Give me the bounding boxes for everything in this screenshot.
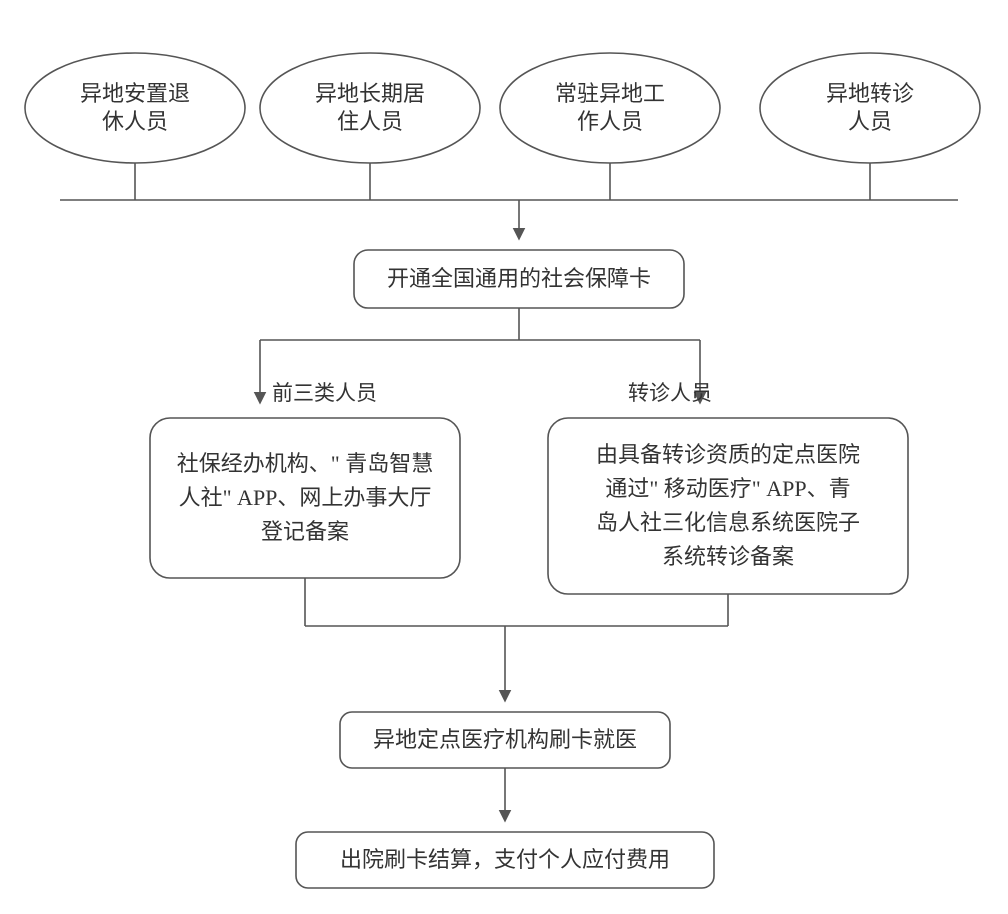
box-register-right-line: 系统转诊备案 xyxy=(662,544,794,569)
category-label: 异地转诊 xyxy=(826,81,914,106)
box-swipe-card-label: 异地定点医疗机构刷卡就医 xyxy=(373,727,637,752)
box-settle-label: 出院刷卡结算，支付个人应付费用 xyxy=(340,847,670,872)
box-activate-card-label: 开通全国通用的社会保障卡 xyxy=(387,266,651,291)
box-register-right-line: 通过" 移动医疗" APP、青 xyxy=(605,476,850,501)
category-label: 休人员 xyxy=(102,109,168,134)
category-label: 异地安置退 xyxy=(80,81,190,106)
category-label: 异地长期居 xyxy=(315,81,425,106)
category-ellipse-cat-c xyxy=(500,53,720,163)
category-ellipse-cat-b xyxy=(260,53,480,163)
category-label: 作人员 xyxy=(577,109,643,134)
branch-label-right: 转诊人员 xyxy=(628,381,712,405)
category-ellipse-cat-a xyxy=(25,53,245,163)
box-register-left-line: 登记备案 xyxy=(261,519,349,544)
category-label: 住人员 xyxy=(337,109,403,134)
category-label: 常驻异地工 xyxy=(555,81,665,106)
branch-label-left: 前三类人员 xyxy=(272,381,377,405)
box-register-right-line: 由具备转诊资质的定点医院 xyxy=(596,442,860,467)
box-register-left-line: 社保经办机构、" 青岛智慧 xyxy=(177,451,433,476)
category-ellipse-cat-d xyxy=(760,53,980,163)
box-register-right-line: 岛人社三化信息系统医院子 xyxy=(596,510,860,535)
category-label: 人员 xyxy=(848,109,892,134)
box-register-left-line: 人社" APP、网上办事大厅 xyxy=(179,485,432,510)
